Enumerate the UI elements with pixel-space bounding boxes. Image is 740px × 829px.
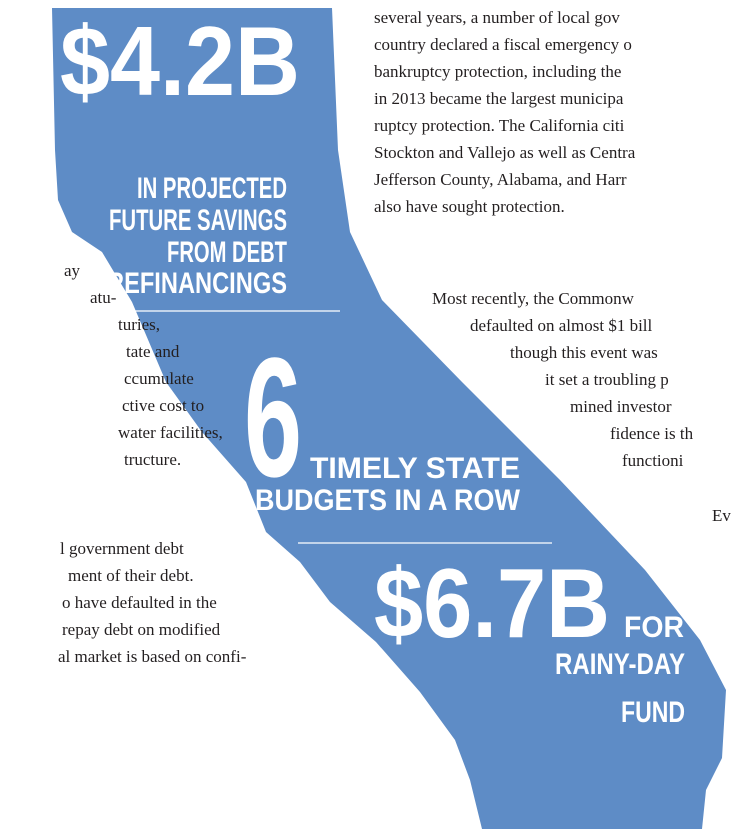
- stat-caption: TIMELY STATE: [310, 452, 520, 485]
- stat-figure: $4.2B: [60, 6, 300, 116]
- stat-figure: 6: [244, 323, 302, 513]
- text-line: ay: [64, 261, 81, 280]
- text-line: several years, a number of local gov: [374, 8, 620, 27]
- text-line: it set a troubling p: [545, 370, 669, 389]
- text-line: ment of their debt.: [68, 566, 194, 585]
- text-line: repay debt on modified: [62, 620, 221, 639]
- text-line: country declared a fiscal emergency o: [374, 35, 632, 54]
- text-line: turies,: [118, 315, 160, 334]
- stat-caption: FOR: [624, 611, 684, 644]
- california-shape: [52, 8, 726, 829]
- text-line: water facilities,: [118, 423, 223, 442]
- text-line: Most recently, the Commonw: [432, 289, 635, 308]
- text-line: though this event was: [510, 343, 658, 362]
- text-line: al market is based on confi-: [58, 647, 247, 666]
- text-line: l government debt: [60, 539, 184, 558]
- text-line: in 2013 became the largest municipa: [374, 89, 624, 108]
- text-line: Stockton and Vallejo as well as Centra: [374, 143, 636, 162]
- text-line: functioni: [622, 451, 684, 470]
- text-line: tructure.: [124, 450, 181, 469]
- text-line: also have sought protection.: [374, 197, 565, 216]
- stat-caption: BUDGETS IN A ROW: [255, 484, 521, 517]
- text-line: o have defaulted in the: [62, 593, 217, 612]
- stat-caption: FROM DEBT: [167, 236, 287, 269]
- text-line: defaulted on almost $1 bill: [470, 316, 653, 335]
- text-line: Ev: [712, 506, 731, 525]
- stat-caption: FUTURE SAVINGS: [109, 204, 287, 237]
- text-line: ruptcy protection. The California citi: [374, 116, 625, 135]
- stat-caption: IN PROJECTED: [137, 172, 287, 205]
- text-line: atu-: [90, 288, 117, 307]
- text-line: Jefferson County, Alabama, and Harr: [374, 170, 627, 189]
- stat-caption: REFINANCINGS: [107, 267, 287, 300]
- stat-caption: FUND: [621, 696, 685, 729]
- stat-caption: RAINY-DAY: [555, 648, 685, 681]
- text-line: fidence is th: [610, 424, 694, 443]
- text-line: tate and: [126, 342, 180, 361]
- text-line: ccumulate: [124, 369, 194, 388]
- text-line: mined investor: [570, 397, 672, 416]
- text-line: bankruptcy protection, including the: [374, 62, 621, 81]
- stat-figure: $6.7B: [374, 548, 610, 658]
- text-line: ctive cost to: [122, 396, 204, 415]
